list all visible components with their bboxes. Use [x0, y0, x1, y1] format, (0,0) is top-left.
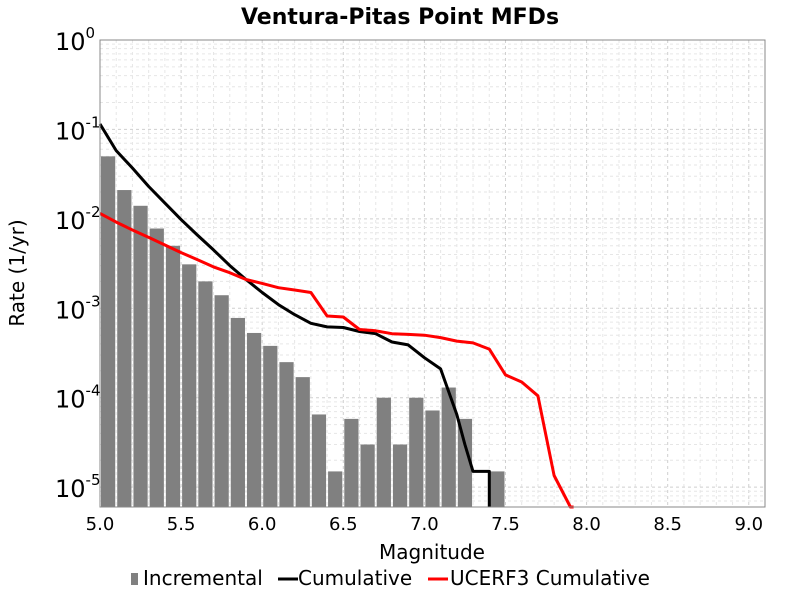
- y-tick-label: 100: [55, 24, 95, 56]
- legend-label-ucerf3: UCERF3 Cumulative: [450, 566, 650, 590]
- x-tick-label: 6.5: [329, 514, 358, 535]
- y-tick-label: 10-3: [55, 292, 101, 324]
- incremental-bar: [101, 156, 116, 507]
- incremental-bar: [409, 397, 424, 507]
- incremental-bar: [198, 281, 213, 507]
- incremental-bar: [376, 397, 391, 507]
- x-tick-label: 9.0: [734, 514, 763, 535]
- incremental-bar: [117, 190, 132, 507]
- incremental-bar: [182, 264, 197, 507]
- chart-title: Ventura-Pitas Point MFDs: [241, 5, 559, 30]
- y-tick-label: 10-4: [55, 382, 101, 414]
- plot-frame: [99, 39, 766, 508]
- legend-label-cumulative: Cumulative: [298, 566, 412, 590]
- incremental-bar: [246, 332, 262, 507]
- incremental-bar: [457, 418, 473, 507]
- incremental-bar: [165, 245, 181, 507]
- incremental-bar: [311, 414, 327, 507]
- x-tick-label: 8.0: [572, 514, 601, 535]
- x-tick-label: 5.0: [86, 514, 115, 535]
- cumulative-lines: [98, 123, 574, 509]
- legend-swatch-incremental: [131, 573, 138, 585]
- incremental-bars: [101, 156, 505, 507]
- incremental-bar: [490, 471, 505, 507]
- incremental-bar: [295, 377, 310, 507]
- cumulative-line: [98, 123, 491, 507]
- x-axis-label: Magnitude: [379, 540, 485, 564]
- incremental-bar: [230, 317, 245, 507]
- legend-label-incremental: Incremental: [143, 566, 263, 590]
- incremental-bar: [392, 444, 408, 507]
- x-tick-label: 7.0: [410, 514, 439, 535]
- x-tick-label: 6.0: [248, 514, 277, 535]
- plot-border: [99, 39, 766, 508]
- incremental-bar: [263, 345, 278, 507]
- incremental-bar: [133, 205, 148, 507]
- incremental-bar: [441, 387, 456, 507]
- x-tick-label: 7.5: [491, 514, 520, 535]
- ucerf3-cumulative-line: [99, 212, 574, 509]
- incremental-bar: [149, 228, 164, 507]
- y-axis-label: Rate (1/yr): [5, 219, 29, 326]
- y-tick-labels: 100 10-1 10-2 10-3 10-4 10-5: [55, 24, 101, 503]
- incremental-bar: [344, 418, 359, 507]
- x-tick-labels: 5.0 5.5 6.0 6.5 7.0 7.5 8.0 8.5 9.0: [86, 514, 763, 535]
- y-tick-label: 10-1: [55, 113, 101, 145]
- incremental-bar: [425, 410, 440, 507]
- x-tick-label: 5.5: [167, 514, 196, 535]
- incremental-bar: [328, 471, 343, 507]
- x-tick-label: 8.5: [653, 514, 682, 535]
- incremental-bar: [360, 444, 375, 507]
- legend: Incremental Cumulative UCERF3 Cumulative: [131, 566, 650, 590]
- incremental-bar: [214, 295, 229, 507]
- incremental-bar: [279, 362, 294, 507]
- y-tick-label: 10-5: [55, 471, 101, 503]
- y-tick-label: 10-2: [55, 203, 101, 235]
